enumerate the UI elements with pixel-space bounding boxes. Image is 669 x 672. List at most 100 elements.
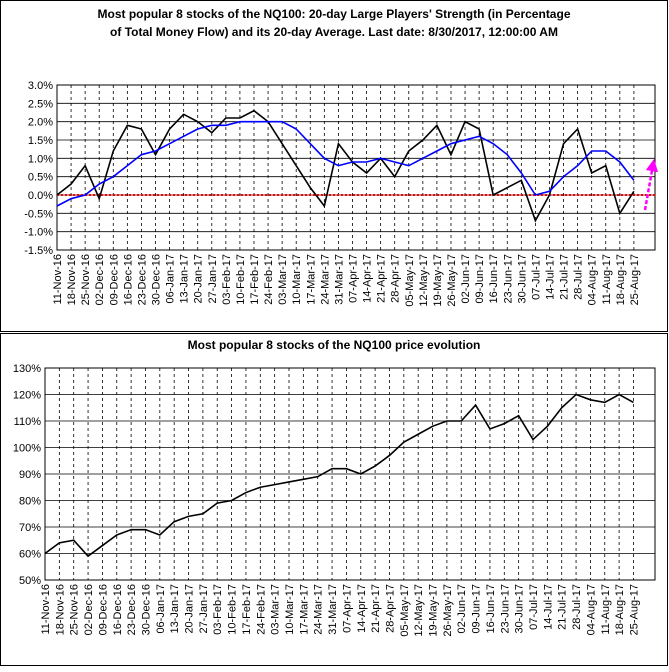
x-tick-label: 02-Jun-17 — [460, 254, 472, 304]
x-tick-label: 24-Mar-17 — [319, 254, 331, 305]
x-tick-label: 21-Jul-17 — [557, 584, 569, 630]
x-tick-label: 20-Jan-17 — [184, 584, 196, 634]
y-tick-label: 70% — [19, 522, 41, 534]
trend-arrow — [643, 158, 659, 211]
y-tick-label: 90% — [19, 469, 41, 481]
series-line — [44, 393, 634, 558]
x-tick-label: 18-Aug-17 — [614, 584, 626, 635]
x-tick-label: 21-Apr-17 — [376, 254, 388, 303]
x-tick-label: 14-Jul-17 — [544, 254, 556, 300]
x-tick-label: 30-Dec-16 — [140, 584, 152, 635]
x-tick-label: 23-Dec-16 — [136, 254, 148, 305]
x-tick-label: 05-May-17 — [404, 254, 416, 307]
x-tick-label: 25-Aug-17 — [629, 254, 641, 305]
x-tick-label: 19-May-17 — [432, 254, 444, 307]
x-tick-label: 07-Jul-17 — [530, 254, 542, 300]
x-tick-label: 30-Dec-16 — [150, 254, 162, 305]
x-tick-label: 11-Aug-17 — [600, 584, 612, 635]
x-tick-label: 11-Nov-16 — [52, 254, 64, 305]
y-tick-label: 130% — [13, 363, 41, 375]
x-tick-label: 28-Apr-17 — [390, 254, 402, 303]
y-tick-label: 2.5% — [28, 98, 53, 110]
x-tick-label: 21-Apr-17 — [370, 584, 382, 633]
y-tick-label: 80% — [19, 496, 41, 508]
x-tick-label: 12-May-17 — [413, 584, 425, 637]
x-tick-label: 24-Mar-17 — [313, 584, 325, 635]
x-tick-label: 19-May-17 — [428, 584, 440, 637]
x-tick-label: 26-May-17 — [442, 584, 454, 637]
x-tick-label: 17-Mar-17 — [298, 584, 310, 635]
x-tick-label: 02-Dec-16 — [94, 254, 106, 305]
x-tick-label: 25-Nov-16 — [69, 584, 81, 635]
x-tick-label: 05-May-17 — [399, 584, 411, 637]
series-line — [56, 120, 635, 207]
x-tick-label: 02-Dec-16 — [83, 584, 95, 635]
x-tick-label: 06-Jan-17 — [155, 584, 167, 634]
x-tick-label: 11-Nov-16 — [40, 584, 52, 635]
y-tick-label: -0.5% — [24, 208, 53, 220]
x-tick-label: 18-Aug-17 — [615, 254, 627, 305]
x-tick-label: 07-Apr-17 — [347, 254, 359, 303]
x-tick-label: 14-Jul-17 — [542, 584, 554, 630]
x-tick-label: 18-Nov-16 — [54, 584, 66, 635]
chart-title: Most popular 8 stocks of the NQ100: 20-d… — [98, 7, 571, 21]
x-tick-label: 31-Mar-17 — [333, 254, 345, 305]
x-tick-label: 23-Jun-17 — [502, 254, 514, 304]
x-tick-label: 18-Nov-16 — [66, 254, 78, 305]
y-tick-label: 100% — [13, 443, 41, 455]
chart-title: Most popular 8 stocks of the NQ100 price… — [188, 338, 481, 352]
x-tick-label: 28-Apr-17 — [384, 584, 396, 633]
x-tick-label: 03-Feb-17 — [221, 254, 233, 305]
x-tick-label: 03-Mar-17 — [270, 584, 282, 635]
y-tick-label: 110% — [14, 416, 42, 428]
x-tick-label: 10-Mar-17 — [284, 584, 296, 635]
x-tick-label: 20-Jan-17 — [193, 254, 205, 304]
x-tick-label: 21-Jul-17 — [559, 254, 571, 300]
x-tick-label: 02-Jun-17 — [456, 584, 468, 634]
x-tick-label: 16-Dec-16 — [122, 254, 134, 305]
x-tick-label: 16-Jun-17 — [488, 254, 500, 304]
x-tick-label: 06-Jan-17 — [165, 254, 177, 304]
x-tick-label: 28-Jul-17 — [571, 584, 583, 630]
y-tick-label: 120% — [13, 390, 41, 402]
y-tick-label: 0.5% — [28, 172, 53, 184]
x-tick-label: 23-Jun-17 — [499, 584, 511, 634]
x-tick-label: 14-Apr-17 — [356, 584, 368, 633]
x-tick-label: 13-Jan-17 — [169, 584, 181, 634]
x-tick-label: 09-Dec-16 — [97, 584, 109, 635]
x-tick-label: 03-Feb-17 — [212, 584, 224, 635]
x-tick-label: 09-Jun-17 — [471, 584, 483, 634]
y-tick-label: -1.5% — [24, 245, 53, 257]
x-tick-label: 13-Jan-17 — [179, 254, 191, 304]
x-tick-label: 26-May-17 — [446, 254, 458, 307]
y-tick-label: 3.0% — [28, 80, 53, 92]
plot-area — [56, 84, 656, 251]
x-tick-label: 27-Jan-17 — [207, 254, 219, 304]
series-line — [56, 109, 635, 223]
x-tick-label: 10-Mar-17 — [291, 254, 303, 305]
x-tick-label: 04-Aug-17 — [585, 584, 597, 635]
y-tick-label: 60% — [19, 549, 41, 561]
y-tick-label: 1.0% — [28, 153, 53, 165]
x-tick-label: 25-Nov-16 — [80, 254, 92, 305]
x-tick-label: 03-Mar-17 — [277, 254, 289, 305]
x-tick-label: 04-Aug-17 — [587, 254, 599, 305]
y-tick-label: 1.5% — [28, 135, 53, 147]
x-tick-label: 23-Dec-16 — [126, 584, 138, 635]
x-tick-label: 12-May-17 — [418, 254, 430, 307]
x-tick-label: 27-Jan-17 — [198, 584, 210, 634]
x-tick-label: 14-Apr-17 — [362, 254, 374, 303]
x-tick-label: 24-Feb-17 — [263, 254, 275, 305]
x-tick-label: 17-Feb-17 — [241, 584, 253, 635]
x-tick-label: 30-Jun-17 — [516, 254, 528, 304]
x-tick-label: 10-Feb-17 — [235, 254, 247, 305]
x-tick-label: 30-Jun-17 — [514, 584, 526, 634]
y-tick-label: 0.0% — [28, 190, 53, 202]
chart-title: of Total Money Flow) and its 20-day Aver… — [110, 25, 558, 39]
y-tick-label: -1.0% — [24, 227, 53, 239]
x-tick-label: 10-Feb-17 — [227, 584, 239, 635]
x-tick-label: 28-Jul-17 — [573, 254, 585, 300]
x-tick-label: 17-Mar-17 — [305, 254, 317, 305]
